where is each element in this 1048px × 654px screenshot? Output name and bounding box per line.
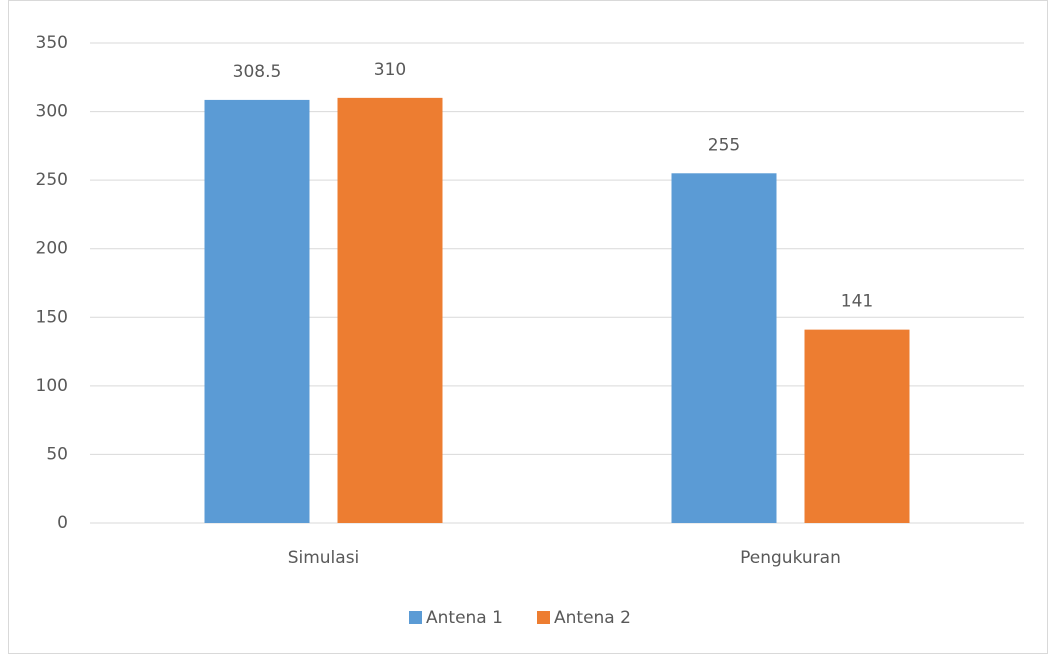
data-label: 255 [708,135,740,155]
y-tick-label: 200 [36,239,68,259]
y-tick-label: 250 [36,170,68,190]
legend-swatch [537,611,550,624]
chart-border [8,0,1048,654]
data-label: 308.5 [233,62,282,82]
x-tick-label: Pengukuran [740,548,841,568]
y-tick-label: 50 [46,444,68,464]
y-tick-label: 0 [57,513,68,533]
bar [671,173,777,524]
legend-label: Antena 2 [554,608,631,628]
data-label: 141 [841,292,873,312]
data-label: 310 [374,60,406,80]
bar [204,99,310,524]
y-tick-label: 100 [36,376,68,396]
y-tick-label: 350 [36,33,68,53]
y-tick-label: 150 [36,307,68,327]
legend-swatch [409,611,422,624]
x-tick-label: Simulasi [288,548,360,568]
bar [804,329,910,523]
bar [337,97,443,523]
legend-label: Antena 1 [426,608,503,628]
y-tick-label: 300 [36,102,68,122]
